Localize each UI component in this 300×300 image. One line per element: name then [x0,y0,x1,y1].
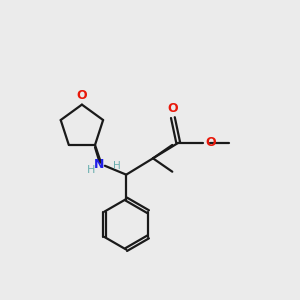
Text: O: O [205,136,216,149]
Text: H: H [113,161,121,171]
Text: O: O [76,88,87,102]
Text: N: N [94,158,105,171]
Text: O: O [168,102,178,115]
Text: H: H [87,165,95,175]
